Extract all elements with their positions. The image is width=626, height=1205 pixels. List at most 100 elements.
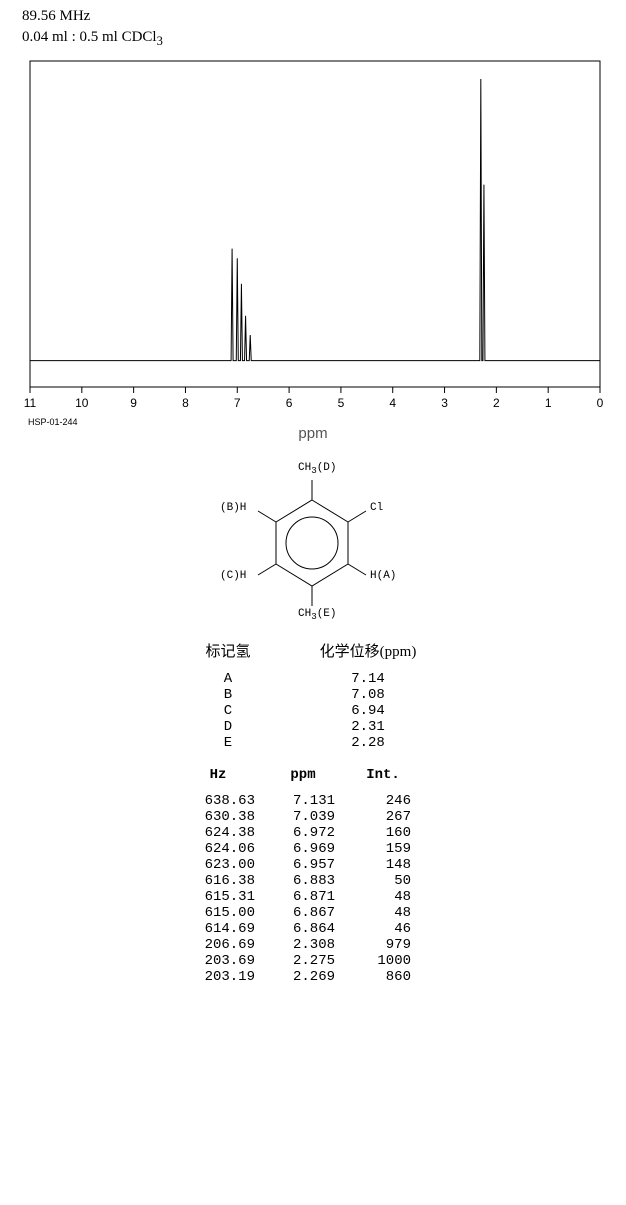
shift-label: C xyxy=(173,703,283,719)
shift-col2-header: 化学位移(ppm) xyxy=(283,640,453,661)
mol-label-cl: Cl xyxy=(370,502,383,514)
mol-label-bottom: CH3(E) xyxy=(298,608,337,622)
peak-ppm: 6.972 xyxy=(263,825,343,841)
peak-row: 614.696.86446 xyxy=(173,921,453,937)
peak-row: 203.192.269860 xyxy=(173,969,453,985)
peak-row: 203.692.2751000 xyxy=(173,953,453,969)
svg-text:5: 5 xyxy=(338,396,345,410)
shift-row: B7.08 xyxy=(173,687,453,703)
peak-int: 979 xyxy=(343,937,423,953)
shift-label: A xyxy=(173,671,283,687)
peak-ppm: 6.867 xyxy=(263,905,343,921)
shift-label: D xyxy=(173,719,283,735)
mol-label-top: CH3(D) xyxy=(298,462,337,476)
peak-row: 623.006.957148 xyxy=(173,857,453,873)
peak-h2: ppm xyxy=(263,767,343,783)
peak-hz: 206.69 xyxy=(173,937,263,953)
peak-row: 638.637.131246 xyxy=(173,793,453,809)
peak-hz: 616.38 xyxy=(173,873,263,889)
peak-row: 616.386.88350 xyxy=(173,873,453,889)
peak-int: 159 xyxy=(343,841,423,857)
shift-table-header: 标记氢 化学位移(ppm) xyxy=(173,640,453,661)
peak-int: 50 xyxy=(343,873,423,889)
svg-text:2: 2 xyxy=(493,396,500,410)
peak-ppm: 7.131 xyxy=(263,793,343,809)
svg-text:8: 8 xyxy=(182,396,189,410)
peak-row: 624.066.969159 xyxy=(173,841,453,857)
peak-ppm: 6.871 xyxy=(263,889,343,905)
shift-row: E2.28 xyxy=(173,735,453,751)
svg-text:10: 10 xyxy=(75,396,89,410)
shift-table-body: A7.14B7.08C6.94D2.31E2.28 xyxy=(173,671,453,751)
peak-int: 48 xyxy=(343,905,423,921)
peak-ppm: 2.308 xyxy=(263,937,343,953)
peak-table-header: Hz ppm Int. xyxy=(173,767,453,783)
molecule-diagram: CH3(D) Cl (B)H (C)H H(A) CH3(E) xyxy=(198,456,428,632)
peak-int: 267 xyxy=(343,809,423,825)
svg-text:6: 6 xyxy=(286,396,293,410)
peak-hz: 638.63 xyxy=(173,793,263,809)
spectrum-plot: 11109876543210 xyxy=(20,57,610,413)
mol-label-ha: H(A) xyxy=(370,570,396,582)
mol-label-bh: (B)H xyxy=(220,502,246,514)
shift-value: 2.31 xyxy=(283,719,453,735)
peak-ppm: 7.039 xyxy=(263,809,343,825)
shift-label: B xyxy=(173,687,283,703)
peak-ppm: 2.269 xyxy=(263,969,343,985)
peak-hz: 615.00 xyxy=(173,905,263,921)
peak-h3: Int. xyxy=(343,767,423,783)
peak-table-body: 638.637.131246630.387.039267624.386.9721… xyxy=(173,793,453,985)
frequency-label: 89.56 MHz xyxy=(22,8,614,25)
xaxis-label: ppm xyxy=(20,425,606,442)
svg-text:9: 9 xyxy=(130,396,137,410)
peak-hz: 203.19 xyxy=(173,969,263,985)
solvent-text: 0.04 ml : 0.5 ml CDCl xyxy=(22,29,157,45)
molecule-svg xyxy=(198,456,428,632)
peak-row: 624.386.972160 xyxy=(173,825,453,841)
tables-container: 标记氢 化学位移(ppm) A7.14B7.08C6.94D2.31E2.28 … xyxy=(173,640,453,985)
svg-text:1: 1 xyxy=(545,396,552,410)
peak-int: 48 xyxy=(343,889,423,905)
svg-text:4: 4 xyxy=(389,396,396,410)
peak-row: 630.387.039267 xyxy=(173,809,453,825)
peak-row: 615.316.87148 xyxy=(173,889,453,905)
peak-int: 860 xyxy=(343,969,423,985)
peak-h1: Hz xyxy=(173,767,263,783)
shift-value: 7.14 xyxy=(283,671,453,687)
svg-text:11: 11 xyxy=(24,396,37,410)
peak-hz: 630.38 xyxy=(173,809,263,825)
peak-hz: 623.00 xyxy=(173,857,263,873)
mol-label-ch: (C)H xyxy=(220,570,246,582)
peak-int: 1000 xyxy=(343,953,423,969)
peak-hz: 614.69 xyxy=(173,921,263,937)
peak-row: 206.692.308979 xyxy=(173,937,453,953)
peak-ppm: 6.864 xyxy=(263,921,343,937)
svg-text:3: 3 xyxy=(441,396,448,410)
shift-row: D2.31 xyxy=(173,719,453,735)
peak-ppm: 2.275 xyxy=(263,953,343,969)
spectrum-container: 11109876543210 HSP-01-244 ppm xyxy=(20,57,606,442)
shift-value: 6.94 xyxy=(283,703,453,719)
peak-int: 148 xyxy=(343,857,423,873)
peak-int: 160 xyxy=(343,825,423,841)
shift-label: E xyxy=(173,735,283,751)
spectrum-svg: 11109876543210 xyxy=(20,57,610,413)
peak-hz: 624.38 xyxy=(173,825,263,841)
peak-ppm: 6.883 xyxy=(263,873,343,889)
peak-ppm: 6.957 xyxy=(263,857,343,873)
shift-row: C6.94 xyxy=(173,703,453,719)
shift-value: 7.08 xyxy=(283,687,453,703)
peak-hz: 615.31 xyxy=(173,889,263,905)
peak-hz: 624.06 xyxy=(173,841,263,857)
shift-col1-header: 标记氢 xyxy=(173,640,283,661)
peak-hz: 203.69 xyxy=(173,953,263,969)
peak-ppm: 6.969 xyxy=(263,841,343,857)
svg-text:0: 0 xyxy=(597,396,604,410)
shift-value: 2.28 xyxy=(283,735,453,751)
shift-row: A7.14 xyxy=(173,671,453,687)
peak-int: 46 xyxy=(343,921,423,937)
solvent-label: 0.04 ml : 0.5 ml CDCl3 xyxy=(22,29,614,49)
solvent-sub: 3 xyxy=(157,34,163,48)
svg-text:7: 7 xyxy=(234,396,241,410)
peak-int: 246 xyxy=(343,793,423,809)
